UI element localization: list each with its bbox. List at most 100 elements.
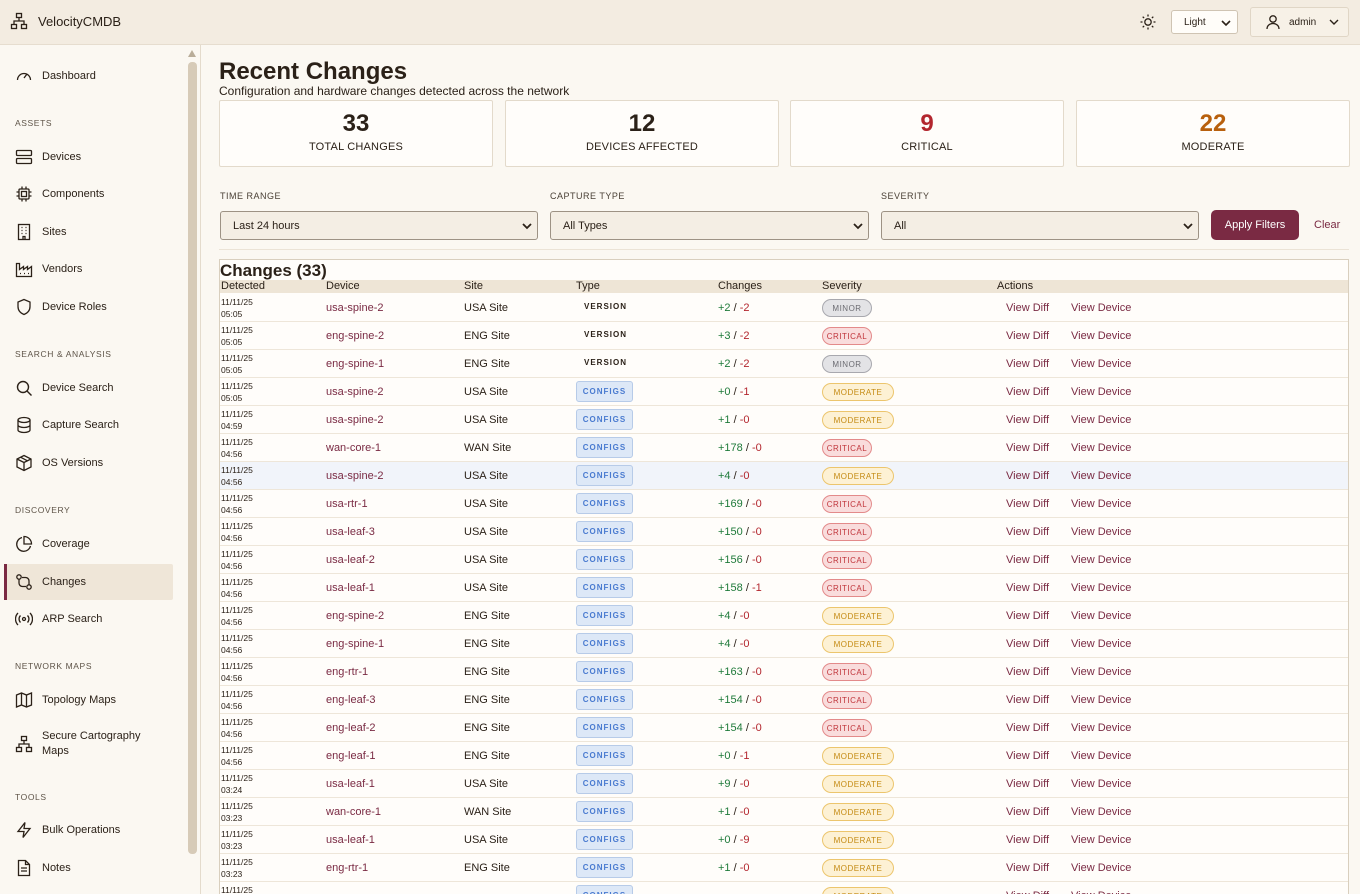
sidebar-item-device-roles[interactable]: Device Roles — [4, 289, 173, 325]
view-device-link[interactable]: View Device — [1071, 890, 1131, 894]
view-diff-link[interactable]: View Diff — [1006, 386, 1050, 398]
device-link[interactable]: eng-spine-2 — [326, 610, 385, 622]
sidebar-item-dashboard[interactable]: Dashboard — [4, 58, 173, 94]
view-device-link[interactable]: View Device — [1071, 330, 1132, 342]
brand[interactable]: VelocityCMDB — [10, 12, 121, 30]
view-device-link[interactable]: View Device — [1071, 694, 1132, 706]
view-device-link[interactable]: View Device — [1071, 806, 1132, 818]
table-row[interactable]: 11/11/25 04:56 usa-spine-2 USA Site CONFIGS +… — [220, 462, 1348, 490]
column-header-device[interactable]: Device — [326, 280, 360, 292]
device-link[interactable]: usa-leaf-1 — [326, 778, 375, 790]
sidebar-item-sites[interactable]: Sites — [4, 214, 173, 250]
device-link[interactable]: usa-leaf-1 — [326, 582, 375, 594]
view-diff-link[interactable]: View Diff — [1006, 890, 1049, 894]
view-diff-link[interactable]: View Diff — [1006, 554, 1050, 566]
table-row[interactable]: 11/11/25 05:05 usa-spine-2 USA Site VERSION +… — [220, 294, 1348, 322]
view-diff-link[interactable]: View Diff — [1006, 750, 1050, 762]
view-diff-link[interactable]: View Diff — [1006, 358, 1050, 370]
view-device-link[interactable]: View Device — [1071, 582, 1132, 594]
view-device-link[interactable]: View Device — [1071, 554, 1132, 566]
view-diff-link[interactable]: View Diff — [1006, 862, 1050, 874]
view-diff-link[interactable]: View Diff — [1006, 834, 1050, 846]
view-device-link[interactable]: View Device — [1071, 442, 1132, 454]
scrollbar-thumb[interactable] — [188, 62, 197, 854]
view-diff-link[interactable]: View Diff — [1006, 330, 1050, 342]
device-link[interactable]: eng-rtr-1 — [326, 862, 369, 874]
table-row[interactable]: 11/11/25 04:56 wan-core-1 WAN Site CONFIGS +1… — [220, 434, 1348, 462]
device-link[interactable]: eng-spine-1 — [326, 638, 385, 650]
column-header-detected[interactable]: Detected — [221, 280, 266, 292]
view-diff-link[interactable]: View Diff — [1006, 778, 1050, 790]
view-diff-link[interactable]: View Diff — [1006, 526, 1050, 538]
sidebar-item-capture-search[interactable]: Capture Search — [4, 407, 173, 443]
clear-filters-button[interactable]: Clear — [1314, 219, 1341, 231]
view-diff-link[interactable]: View Diff — [1006, 806, 1050, 818]
view-device-link[interactable]: View Device — [1071, 358, 1132, 370]
column-header-severity[interactable]: Severity — [822, 280, 862, 292]
sidebar-item-components[interactable]: Components — [4, 176, 173, 212]
view-device-link[interactable]: View Device — [1071, 834, 1132, 846]
view-device-link[interactable]: View Device — [1071, 526, 1132, 538]
column-header-site[interactable]: Site — [464, 280, 483, 292]
table-row[interactable]: 11/11/25 03:23 usa-leaf-1 USA Site CONFIGS +0… — [220, 826, 1348, 854]
user-menu-button[interactable]: admin — [1250, 7, 1349, 37]
view-device-link[interactable]: View Device — [1071, 470, 1132, 482]
table-row[interactable]: 11/11/25 03:23 eng-rtr-1 ENG Site CONFIGS +1 … — [220, 854, 1348, 882]
table-row[interactable]: 11/11/25 04:56 usa-leaf-1 USA Site CONFIGS +1… — [220, 574, 1348, 602]
view-diff-link[interactable]: View Diff — [1006, 722, 1050, 734]
table-row[interactable]: 11/11/25 04:56 usa-leaf-3 USA Site CONFIGS +1… — [220, 518, 1348, 546]
view-diff-link[interactable]: View Diff — [1006, 666, 1050, 678]
sidebar-item-arp-search[interactable]: ARP Search — [4, 601, 173, 637]
view-diff-link[interactable]: View Diff — [1006, 302, 1050, 314]
view-diff-link[interactable]: View Diff — [1006, 610, 1050, 622]
view-device-link[interactable]: View Device — [1071, 750, 1132, 762]
device-link[interactable]: usa-spine-2 — [326, 302, 384, 314]
sidebar-item-notes[interactable]: Notes — [4, 850, 173, 886]
table-row[interactable]: 11/11/25 04:56 eng-leaf-2 ENG Site CONFIGS +1… — [220, 714, 1348, 742]
table-row[interactable]: 11/11/25 04:56 usa-rtr-1 USA Site CONFIGS +16… — [220, 490, 1348, 518]
apply-filters-button[interactable]: Apply Filters — [1211, 210, 1299, 240]
view-device-link[interactable]: View Device — [1071, 638, 1132, 650]
view-device-link[interactable]: View Device — [1071, 414, 1132, 426]
device-link[interactable]: wan-core-1 — [326, 806, 382, 818]
sidebar-item-bulk-operations[interactable]: Bulk Operations — [4, 812, 173, 848]
view-diff-link[interactable]: View Diff — [1006, 582, 1050, 594]
device-link[interactable]: usa-spine-2 — [326, 414, 384, 426]
device-link[interactable]: eng-rtr-1 — [326, 666, 369, 678]
view-diff-link[interactable]: View Diff — [1006, 442, 1050, 454]
view-device-link[interactable]: View Device — [1071, 498, 1132, 510]
view-diff-link[interactable]: View Diff — [1006, 498, 1050, 510]
table-row[interactable]: 11/11/25 03:23 wan-core-1 WAN Site CONFIGS +1… — [220, 798, 1348, 826]
view-device-link[interactable]: View Device — [1071, 386, 1132, 398]
table-row[interactable]: 11/11/25 04:59 usa-spine-2 USA Site CONFIGS +… — [220, 406, 1348, 434]
table-row[interactable]: 11/11/25 04:56 eng-spine-1 ENG Site CONFIGS +… — [220, 630, 1348, 658]
view-diff-link[interactable]: View Diff — [1006, 638, 1050, 650]
column-header-changes[interactable]: Changes — [718, 280, 763, 292]
device-link[interactable]: eng-spine-1 — [326, 358, 385, 370]
device-link[interactable]: usa-leaf-1 — [326, 834, 375, 846]
view-diff-link[interactable]: View Diff — [1006, 470, 1050, 482]
sidebar-item-devices[interactable]: Devices — [4, 139, 173, 175]
sidebar-item-changes[interactable]: Changes — [4, 564, 173, 600]
table-row[interactable]: 11/11/25 04:56 usa-leaf-2 USA Site CONFIGS +1… — [220, 546, 1348, 574]
view-diff-link[interactable]: View Diff — [1006, 694, 1050, 706]
table-row[interactable]: 11/11/25 04:56 eng-leaf-3 ENG Site CONFIGS +1… — [220, 686, 1348, 714]
device-link[interactable]: eng-spine-2 — [326, 330, 385, 342]
table-row[interactable]: 11/11/25 CONFIGS MODERATE View Diff View Dev… — [220, 882, 1348, 894]
sidebar-item-vendors[interactable]: Vendors — [4, 251, 173, 287]
scroll-up-arrow-icon[interactable] — [188, 50, 196, 57]
table-row[interactable]: 11/11/25 05:05 eng-spine-1 ENG Site VERSION +… — [220, 350, 1348, 378]
view-device-link[interactable]: View Device — [1071, 302, 1132, 314]
view-device-link[interactable]: View Device — [1071, 862, 1132, 874]
sidebar-item-os-versions[interactable]: OS Versions — [4, 445, 173, 481]
theme-select[interactable]: Light — [1171, 10, 1238, 34]
sidebar-item-device-search[interactable]: Device Search — [4, 370, 173, 406]
device-link[interactable]: eng-leaf-1 — [326, 750, 376, 762]
sidebar-scrollbar[interactable] — [187, 48, 198, 854]
capture-type-select[interactable]: All Types — [550, 211, 869, 240]
table-row[interactable]: 11/11/25 05:05 usa-spine-2 USA Site CONFIGS +… — [220, 378, 1348, 406]
table-row[interactable]: 11/11/25 03:24 usa-leaf-1 USA Site CONFIGS +9… — [220, 770, 1348, 798]
device-link[interactable]: usa-leaf-3 — [326, 526, 375, 538]
table-row[interactable]: 11/11/25 04:56 eng-spine-2 ENG Site CONFIGS +… — [220, 602, 1348, 630]
view-device-link[interactable]: View Device — [1071, 666, 1132, 678]
